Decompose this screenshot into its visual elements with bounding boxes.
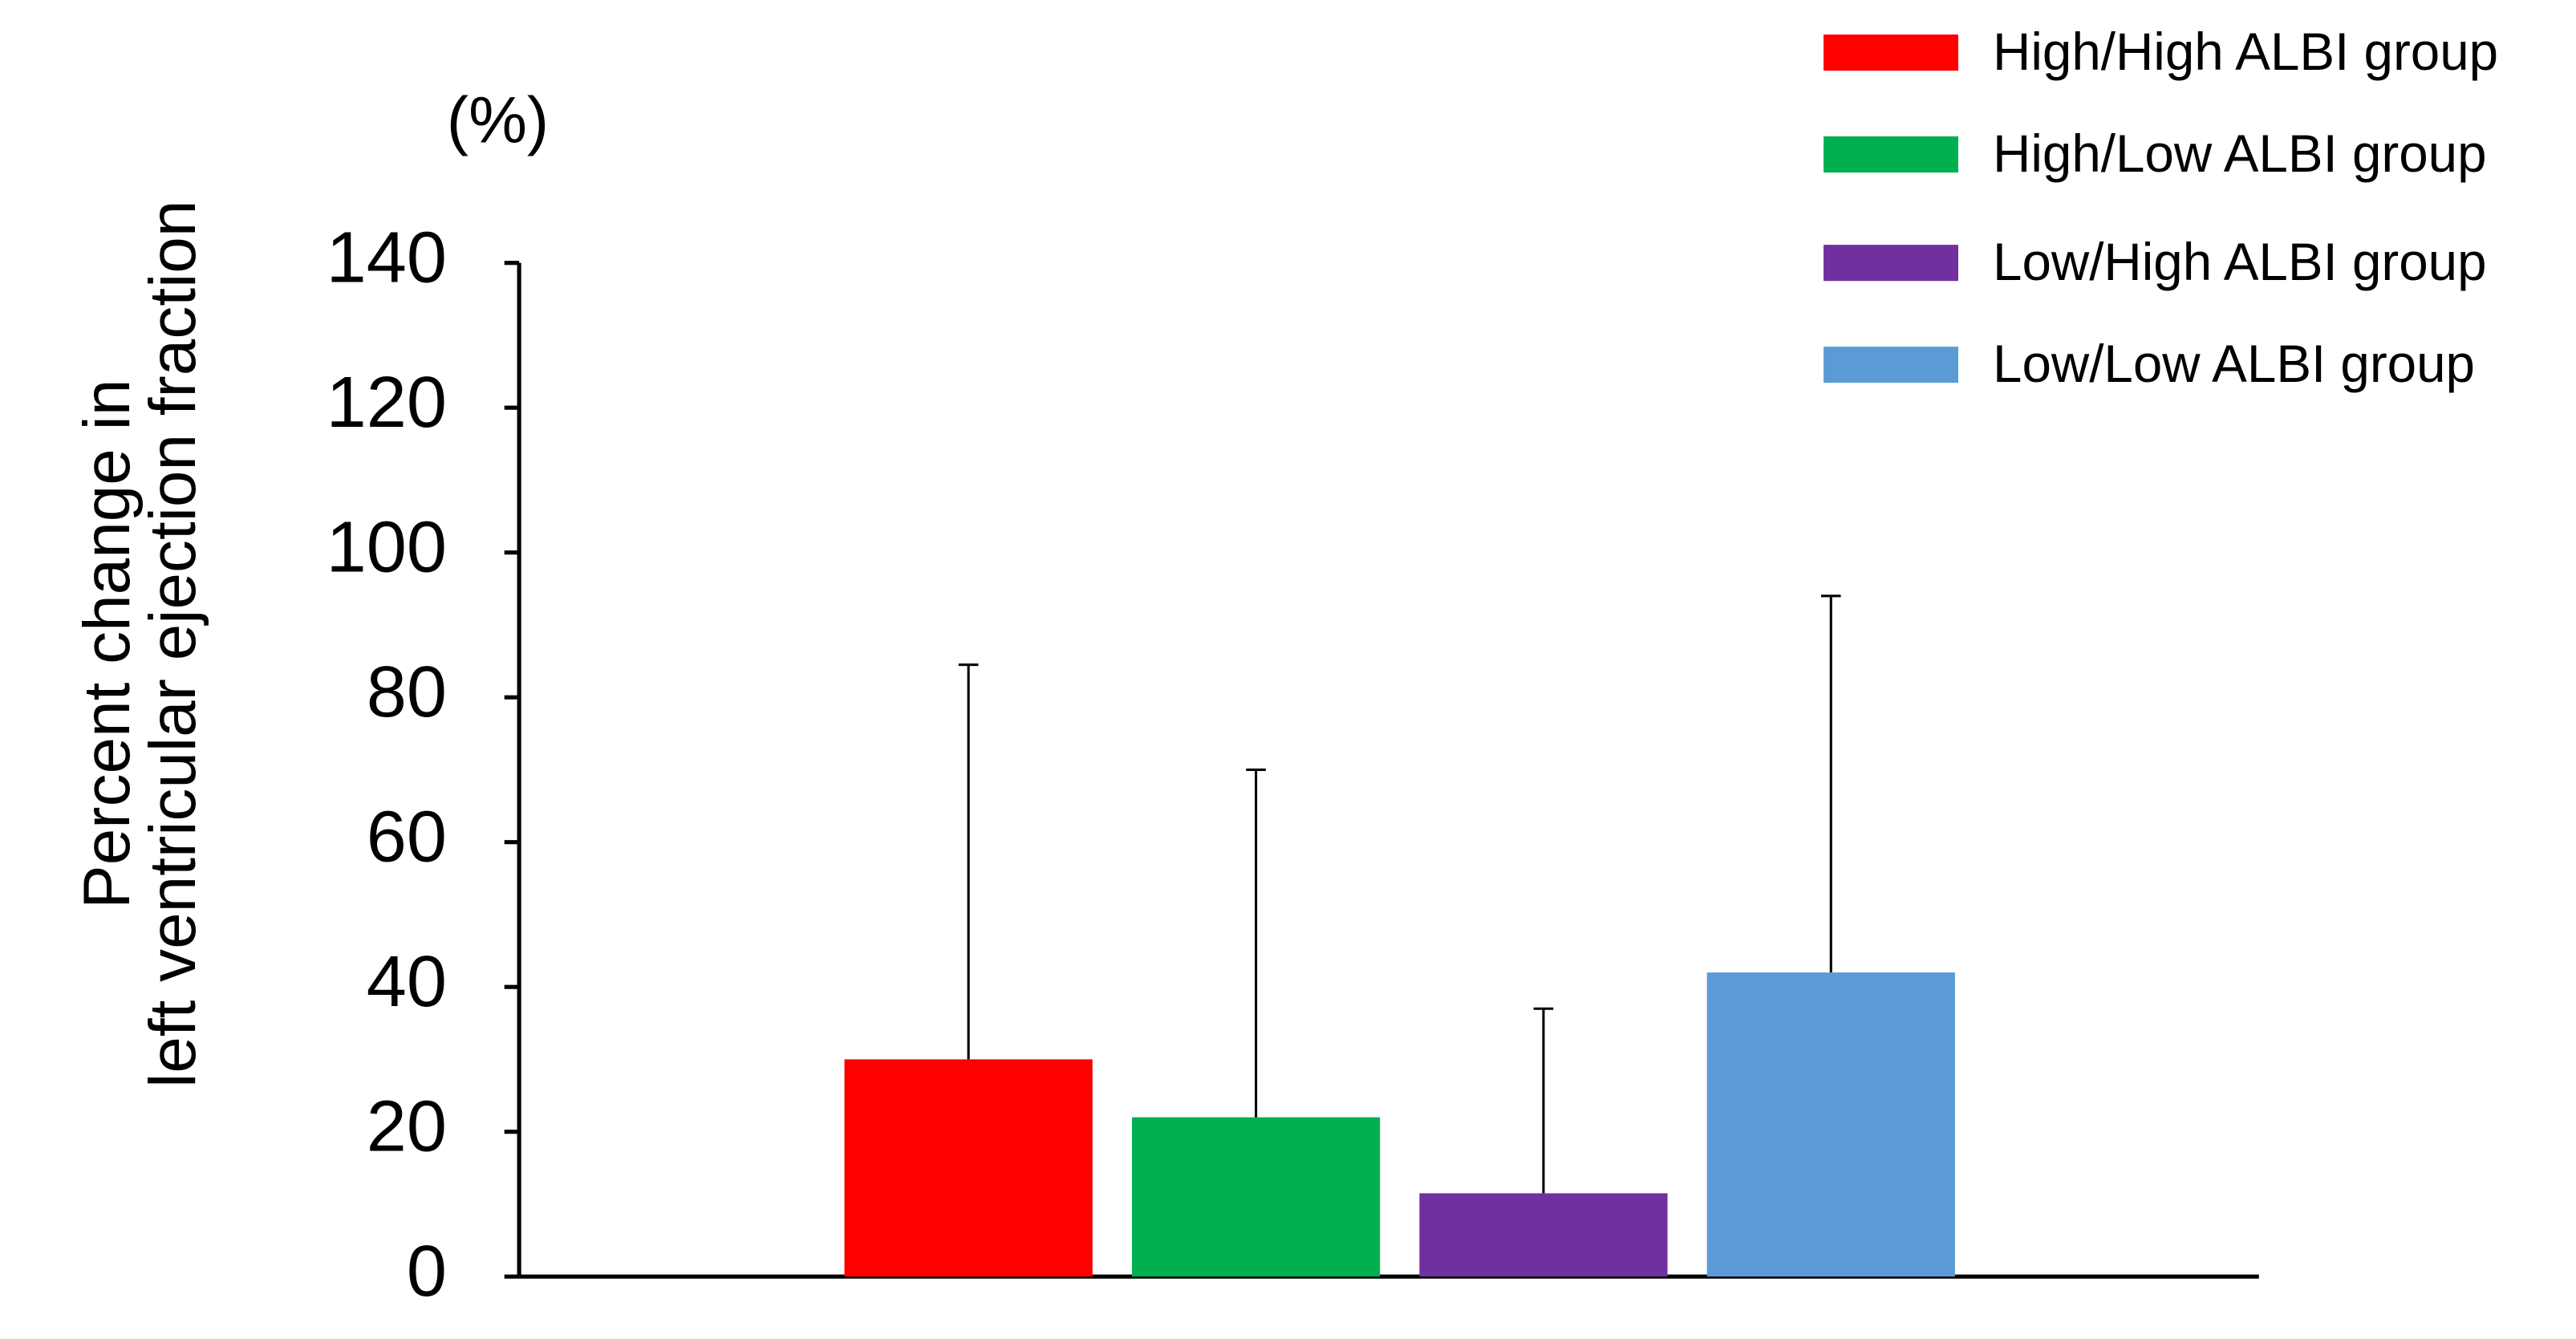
y-tick-label: 20 [367, 1085, 447, 1167]
legend-label: High/Low ALBI group [1993, 124, 2487, 183]
y-tick-label: 120 [327, 362, 447, 443]
legend-label: Low/Low ALBI group [1993, 335, 2475, 393]
y-axis-title-line: Percent change in [71, 379, 144, 909]
legend-swatch [1823, 347, 1959, 383]
y-tick-label: 140 [327, 217, 447, 298]
legend-label: Low/High ALBI group [1993, 233, 2487, 291]
y-tick-label: 80 [367, 651, 447, 732]
y-tick-label: 40 [367, 941, 447, 1022]
bar [1131, 1117, 1381, 1277]
bar [1419, 1193, 1668, 1277]
bar [1706, 972, 1955, 1277]
bar [844, 1059, 1093, 1277]
legend-swatch [1823, 245, 1959, 282]
legend-swatch [1823, 34, 1959, 71]
legend-swatch [1823, 136, 1959, 173]
y-tick-label: 60 [367, 796, 447, 877]
y-tick-label: 0 [407, 1231, 447, 1312]
y-axis-title: Percent change in left ventricular eject… [71, 201, 209, 1088]
y-unit: (%) [447, 83, 549, 156]
y-axis-title-line: left ventricular ejection fraction [136, 201, 209, 1088]
y-tick-label: 100 [327, 506, 447, 587]
legend-label: High/High ALBI group [1993, 22, 2498, 81]
